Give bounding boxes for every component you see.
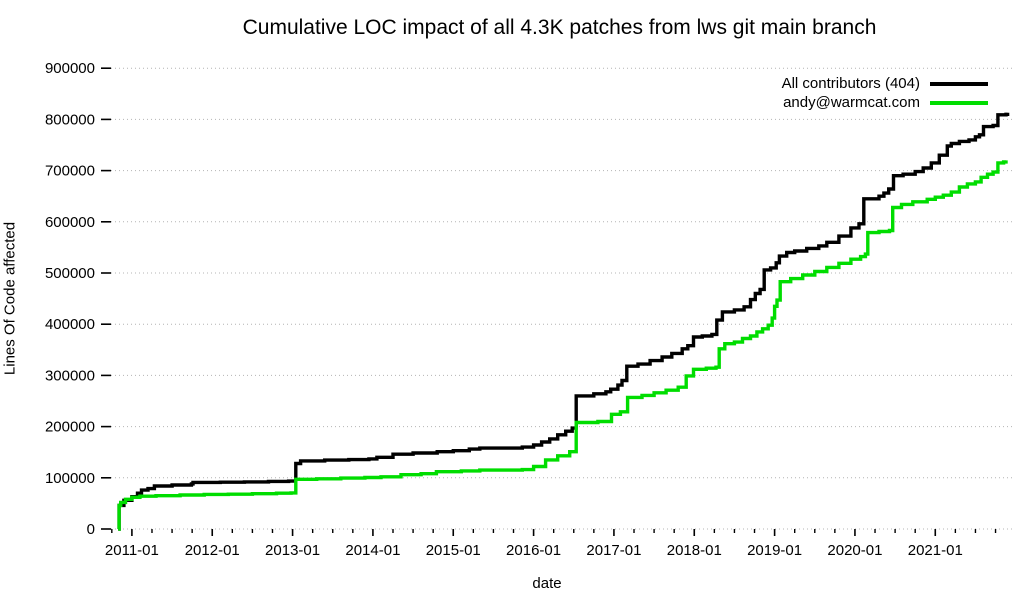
legend-line-sample-green xyxy=(930,100,988,105)
x-tick-label: 2011-01 xyxy=(105,542,159,559)
x-tick-label: 2016-01 xyxy=(506,542,561,559)
y-tick-label: 900000 xyxy=(45,60,95,77)
series-line-andy-warmcat xyxy=(117,160,1008,531)
chart-title: Cumulative LOC impact of all 4.3K patche… xyxy=(242,16,877,39)
series-line-all-contributors xyxy=(117,112,1010,531)
legend-label-andy-warmcat: andy@warmcat.com xyxy=(783,94,920,111)
y-tick-label: 400000 xyxy=(45,316,95,333)
y-tick-label: 100000 xyxy=(45,470,95,487)
x-tick-label: 2019-01 xyxy=(747,542,802,559)
y-tick-label: 300000 xyxy=(45,367,95,384)
x-tick-label: 2021-01 xyxy=(908,542,963,559)
x-tick-label: 2014-01 xyxy=(345,542,400,559)
y-tick-label: 700000 xyxy=(45,163,95,180)
x-tick-label: 2020-01 xyxy=(827,542,882,559)
y-tick-label: 0 xyxy=(87,521,95,538)
legend: All contributors (404) andy@warmcat.com xyxy=(782,74,988,112)
x-tick-label: 2013-01 xyxy=(265,542,320,559)
x-tick-label: 2018-01 xyxy=(667,542,722,559)
y-tick-label: 800000 xyxy=(45,111,95,128)
legend-entry-andy-warmcat: andy@warmcat.com xyxy=(782,93,988,112)
y-tick-label: 500000 xyxy=(45,265,95,282)
legend-label-all-contributors: All contributors (404) xyxy=(781,75,920,92)
x-tick-label: 2012-01 xyxy=(185,542,240,559)
x-tick-label: 2015-01 xyxy=(426,542,481,559)
y-tick-label: 200000 xyxy=(45,419,95,436)
x-axis-label: date xyxy=(532,575,562,592)
legend-entry-all-contributors: All contributors (404) xyxy=(782,74,988,93)
legend-line-sample-black xyxy=(930,81,988,86)
y-tick-label: 600000 xyxy=(45,214,95,231)
x-tick-label: 2017-01 xyxy=(586,542,641,559)
